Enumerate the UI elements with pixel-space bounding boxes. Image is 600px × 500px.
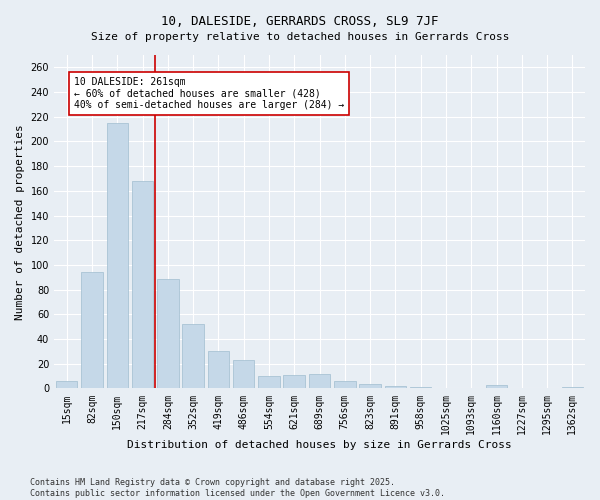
Bar [283, 375, 305, 388]
Bar [258, 376, 280, 388]
Bar [359, 384, 381, 388]
Bar [182, 324, 204, 388]
Bar [385, 386, 406, 388]
Bar [107, 123, 128, 388]
Bar [56, 381, 77, 388]
Bar [81, 272, 103, 388]
Bar [562, 387, 583, 388]
Bar [132, 181, 153, 388]
Bar [208, 352, 229, 389]
Bar [157, 278, 179, 388]
Text: 10, DALESIDE, GERRARDS CROSS, SL9 7JF: 10, DALESIDE, GERRARDS CROSS, SL9 7JF [161, 15, 439, 28]
X-axis label: Distribution of detached houses by size in Gerrards Cross: Distribution of detached houses by size … [127, 440, 512, 450]
Bar [309, 374, 330, 388]
Bar [334, 381, 356, 388]
Bar [233, 360, 254, 388]
Text: Contains HM Land Registry data © Crown copyright and database right 2025.
Contai: Contains HM Land Registry data © Crown c… [30, 478, 445, 498]
Text: Size of property relative to detached houses in Gerrards Cross: Size of property relative to detached ho… [91, 32, 509, 42]
Y-axis label: Number of detached properties: Number of detached properties [15, 124, 25, 320]
Bar [410, 387, 431, 388]
Text: 10 DALESIDE: 261sqm
← 60% of detached houses are smaller (428)
40% of semi-detac: 10 DALESIDE: 261sqm ← 60% of detached ho… [74, 77, 344, 110]
Bar [486, 385, 507, 388]
